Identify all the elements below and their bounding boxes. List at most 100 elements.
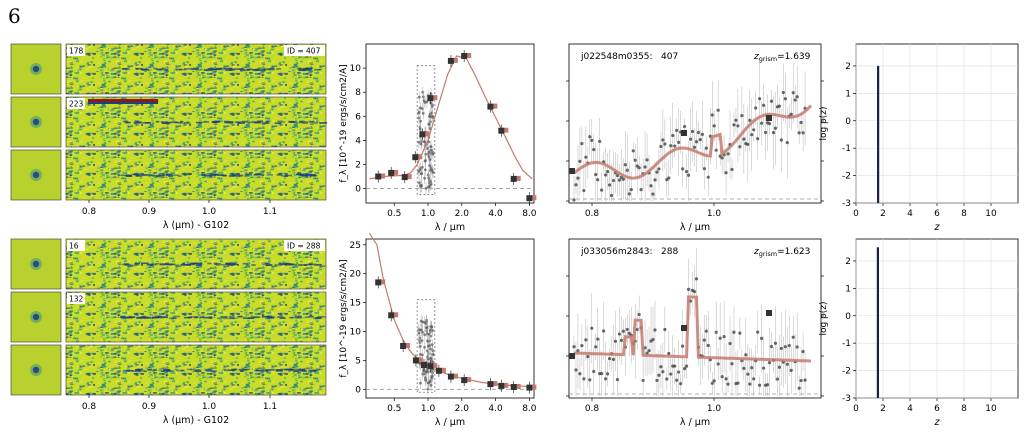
grism-point — [602, 329, 606, 333]
grism-point — [760, 121, 764, 125]
photometry-point — [401, 174, 408, 181]
x-axis-label: z — [934, 222, 941, 233]
grism-point — [659, 144, 663, 149]
photometry-point — [681, 325, 687, 331]
x-axis-label: z — [934, 417, 941, 428]
y-axis-label: f_λ [10^-19 ergs/s/cm2/A] — [339, 64, 349, 182]
x-tick-label: 1.0 — [707, 209, 722, 219]
model-spectrum — [573, 104, 813, 180]
grism-point — [594, 345, 598, 349]
photometry-point — [766, 115, 772, 121]
grism-point — [419, 142, 423, 146]
grism-point — [426, 173, 430, 177]
grism-point — [795, 95, 799, 99]
grism-point — [594, 172, 598, 177]
grism-point — [740, 114, 744, 118]
photometry-point — [510, 175, 517, 182]
grism-point — [429, 357, 433, 360]
zgrism-label: zgrism=1.639 — [753, 52, 811, 63]
grism-point — [686, 173, 691, 177]
x-tick-label: 1.0 — [421, 209, 436, 219]
grism-point — [716, 108, 720, 112]
x-tick-label: 0.8 — [82, 207, 97, 217]
zoom-axes — [568, 43, 822, 204]
grism-point — [738, 331, 742, 335]
grism-point — [684, 169, 689, 174]
grism-point — [424, 370, 428, 373]
photometry-point — [375, 279, 382, 286]
grism-point — [574, 183, 578, 187]
x-tick-label: 0.8 — [82, 402, 97, 412]
model-photometry-marker — [503, 382, 509, 388]
y-tick-label: -1 — [842, 339, 851, 349]
zoom-box — [416, 299, 436, 393]
grism-point — [430, 168, 434, 172]
spectral-trace — [122, 262, 322, 267]
grism-point — [421, 111, 425, 115]
model-photometry-marker — [515, 175, 521, 181]
grism-point — [580, 343, 584, 348]
grism-point — [584, 338, 588, 342]
grism-point — [643, 165, 647, 169]
grism-point — [582, 188, 586, 193]
x-axis-label: λ (μm) - G102 — [163, 415, 229, 426]
grism-point — [752, 377, 756, 381]
model-photometry-marker — [417, 154, 423, 160]
grism-point — [716, 362, 720, 366]
y-tick-label: 10 — [350, 64, 362, 74]
photometry-point — [487, 381, 494, 388]
grism-point — [758, 97, 762, 101]
grism-point — [423, 333, 427, 337]
grism-point — [420, 339, 424, 343]
model-curve — [369, 55, 533, 180]
model-photometry-marker — [492, 103, 498, 109]
grism-points — [572, 60, 807, 202]
model-spectrum — [573, 295, 812, 363]
grism-point — [580, 141, 584, 146]
grism-point — [653, 178, 657, 182]
photometry-point — [375, 173, 382, 180]
grism-point — [779, 138, 783, 142]
grism-point — [600, 371, 604, 376]
grism-point — [657, 167, 661, 171]
x-tick-label: 0.8 — [585, 209, 600, 219]
grism-point — [720, 375, 724, 379]
grism-point — [617, 178, 622, 182]
grism-point — [590, 138, 594, 142]
grism-point — [625, 168, 629, 172]
photometry-point — [421, 362, 427, 368]
photometry-point — [447, 57, 454, 64]
grism-point — [762, 366, 766, 370]
grism-point — [428, 158, 432, 161]
y-tick-label: 4 — [355, 136, 361, 146]
model-photometry-marker — [531, 384, 537, 390]
grism-point — [783, 345, 787, 349]
grism-point — [427, 381, 431, 385]
photometry-point — [766, 310, 772, 316]
x-tick-label: 1.1 — [263, 207, 277, 217]
direct-image-stamp — [10, 149, 62, 201]
sed-panel: 0.5 1.0 2.0 4.0 8.0 0 2 4 6 8 10 λ / μm f_λ [10^-19 … — [339, 43, 537, 233]
grism-point — [785, 362, 789, 366]
grism-point — [742, 366, 746, 370]
photometry-point — [427, 95, 434, 102]
grism-point — [732, 123, 736, 127]
y-tick-label: 10 — [350, 328, 362, 338]
source-core — [32, 171, 40, 179]
grism-point — [752, 128, 756, 132]
photometry-point — [435, 367, 442, 374]
photometry-point — [412, 154, 419, 161]
grism-point — [421, 90, 425, 94]
y-axis-label: log p(z) — [819, 106, 829, 140]
pa-label: 16 — [69, 242, 79, 251]
zoom-axes — [568, 238, 822, 399]
grism-point — [773, 126, 778, 130]
grism-point — [653, 328, 657, 332]
zoom-box — [416, 65, 436, 195]
grism-point — [625, 327, 629, 332]
grism-point — [702, 338, 706, 342]
grism-point — [791, 335, 795, 339]
grism-point — [422, 140, 426, 144]
grism-point — [572, 198, 576, 202]
